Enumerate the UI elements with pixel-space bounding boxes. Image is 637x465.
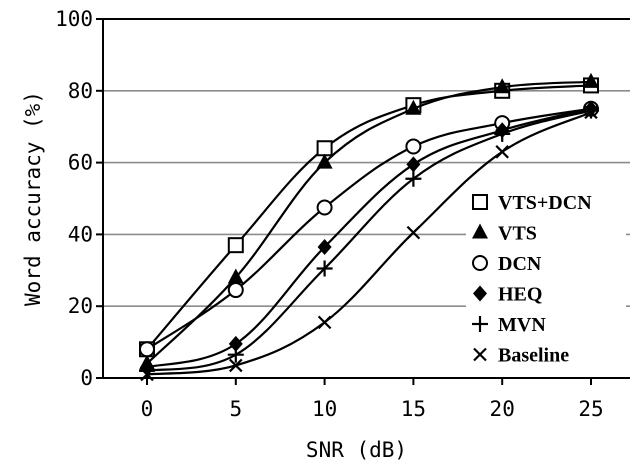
x-tick-label: 5 <box>229 397 242 421</box>
data-point <box>316 260 333 277</box>
y-tick-label: 100 <box>55 7 93 31</box>
data-point <box>316 199 333 216</box>
y-tick-label: 60 <box>68 151 93 175</box>
data-point <box>139 362 155 379</box>
series-mvn <box>139 102 599 379</box>
data-point <box>583 102 599 119</box>
data-point <box>227 268 244 284</box>
legend-label: VTS <box>498 223 537 245</box>
legend-label: DCN <box>498 253 542 275</box>
x-axis-title: SNR (dB) <box>306 438 407 462</box>
series-baseline <box>140 105 598 382</box>
legend-marker <box>472 223 488 239</box>
data-point <box>139 341 155 358</box>
series-group <box>139 72 599 382</box>
series-line <box>146 111 592 376</box>
y-tick-label: 20 <box>68 294 93 318</box>
data-point <box>316 140 333 157</box>
legend-item: Baseline <box>473 345 569 367</box>
x-tick-label: 15 <box>401 397 426 421</box>
legend-background <box>466 182 626 369</box>
legend-label: HEQ <box>498 284 542 306</box>
x-tick-label: 0 <box>141 397 154 421</box>
y-axis-title: Word accuracy (%) <box>21 91 45 306</box>
data-point <box>316 153 333 169</box>
legend-label: VTS+DCN <box>498 192 592 214</box>
data-point <box>494 125 511 142</box>
data-point <box>317 315 332 330</box>
data-point <box>228 335 243 352</box>
legend-marker <box>472 316 488 332</box>
y-tick-label: 80 <box>68 79 93 103</box>
data-point <box>584 105 598 120</box>
x-tick-label: 20 <box>490 397 515 421</box>
data-point <box>405 170 422 187</box>
data-point <box>405 99 422 115</box>
x-tick-label: 25 <box>578 397 603 421</box>
data-point <box>227 346 244 363</box>
data-point <box>317 238 332 255</box>
legend-marker <box>473 347 487 362</box>
legend-item: VTS+DCN <box>472 192 592 214</box>
legend-item: DCN <box>472 253 542 275</box>
data-point <box>406 225 421 240</box>
data-point <box>229 358 243 373</box>
data-point <box>495 145 509 159</box>
legend-marker <box>473 285 487 302</box>
legend-label: Baseline <box>498 345 569 367</box>
y-tick-label: 40 <box>68 222 93 246</box>
data-point <box>406 156 421 173</box>
data-point <box>405 138 422 155</box>
data-point <box>583 72 599 88</box>
legend-marker <box>472 194 488 210</box>
y-tick-label: 0 <box>80 366 93 390</box>
legend: VTS+DCN VTS DCN HEQ MVN Baseline <box>466 182 626 369</box>
legend-item: MVN <box>472 314 546 336</box>
legend-item: VTS <box>472 223 537 245</box>
data-point <box>227 237 244 254</box>
legend-label: MVN <box>498 314 546 336</box>
data-point <box>494 78 511 94</box>
data-point <box>227 282 244 299</box>
data-point <box>140 367 154 382</box>
legend-item: HEQ <box>473 284 542 306</box>
axes: 0 20 40 60 80 100 0 5 10 15 20 25 <box>55 7 630 421</box>
legend-marker <box>472 255 488 271</box>
x-tick-label: 10 <box>312 397 337 421</box>
